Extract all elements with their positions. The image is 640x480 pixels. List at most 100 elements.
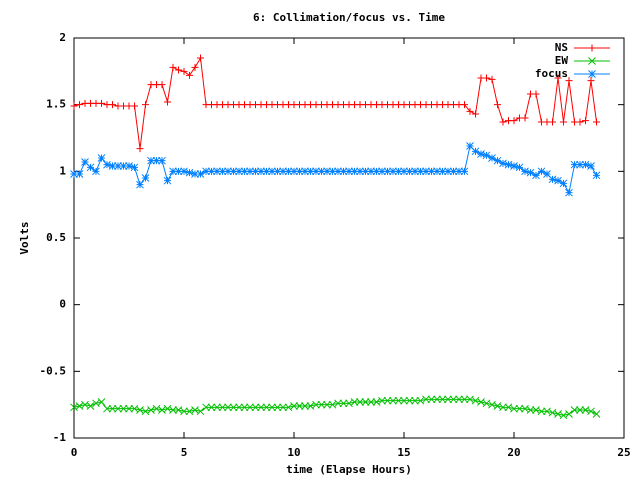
- data-point: [136, 145, 144, 153]
- data-point: [86, 402, 95, 410]
- data-point: [158, 156, 166, 165]
- data-point: [576, 118, 584, 126]
- data-point: [196, 170, 205, 178]
- data-point: [460, 167, 469, 176]
- y-tick-label: -0.5: [40, 364, 67, 377]
- data-point: [152, 156, 161, 165]
- data-point: [70, 102, 78, 110]
- data-point: [246, 403, 254, 412]
- data-point: [560, 118, 567, 126]
- data-point: [284, 167, 293, 176]
- data-point: [98, 99, 105, 107]
- data-point: [207, 403, 216, 412]
- data-point: [301, 402, 309, 410]
- data-point: [119, 162, 128, 170]
- data-point: [400, 167, 408, 176]
- data-point: [218, 167, 227, 176]
- data-point: [92, 167, 100, 176]
- data-point: [350, 398, 359, 406]
- data-point: [152, 404, 161, 413]
- x-axis-label: time (Elapse Hours): [286, 463, 412, 476]
- data-point: [290, 402, 298, 410]
- data-point: [169, 406, 177, 414]
- x-tick-label: 20: [507, 446, 520, 459]
- data-point: [180, 407, 188, 416]
- data-point: [592, 410, 601, 418]
- data-point: [262, 403, 271, 412]
- data-point: [142, 101, 149, 109]
- x-tick-label: 0: [71, 446, 78, 459]
- data-point: [367, 398, 375, 406]
- x-tick-label: 25: [617, 446, 630, 459]
- data-point: [235, 167, 243, 176]
- y-tick-label: 0.5: [46, 231, 66, 244]
- data-point: [312, 400, 320, 409]
- data-point: [202, 167, 210, 176]
- data-point: [169, 63, 177, 71]
- data-point: [559, 411, 568, 420]
- data-point: [510, 117, 518, 125]
- data-point: [103, 160, 111, 169]
- data-point: [240, 403, 249, 412]
- data-point: [493, 402, 502, 410]
- data-point: [141, 174, 150, 182]
- data-point: [461, 101, 468, 109]
- data-point: [576, 406, 584, 414]
- y-tick-label: -1: [53, 431, 67, 444]
- data-point: [109, 101, 116, 109]
- legend-marker: [588, 57, 596, 65]
- data-point: [295, 167, 304, 176]
- data-point: [97, 398, 106, 406]
- data-point: [526, 406, 535, 414]
- data-point: [174, 167, 183, 176]
- data-point: [559, 179, 568, 188]
- data-point: [477, 398, 485, 406]
- data-point: [427, 395, 436, 404]
- data-point: [565, 77, 573, 85]
- data-point: [532, 171, 540, 180]
- data-point: [570, 160, 579, 169]
- data-point: [422, 167, 430, 176]
- data-point: [334, 167, 342, 176]
- data-point: [488, 400, 496, 409]
- data-point: [180, 167, 188, 176]
- data-point: [257, 403, 265, 412]
- data-point: [229, 403, 238, 412]
- data-point: [169, 167, 177, 176]
- data-point: [576, 160, 584, 169]
- data-point: [136, 406, 144, 414]
- data-point: [526, 168, 535, 177]
- data-point: [455, 395, 463, 404]
- data-point: [593, 118, 600, 126]
- data-point: [158, 406, 166, 414]
- data-point: [587, 162, 595, 170]
- data-point: [323, 167, 331, 176]
- data-point: [537, 167, 546, 176]
- data-point: [114, 162, 122, 170]
- data-point: [449, 167, 458, 176]
- y-tick-label: 1: [59, 164, 66, 177]
- data-point: [125, 162, 133, 170]
- data-point: [554, 176, 562, 185]
- data-point: [383, 167, 392, 176]
- data-point: [361, 167, 370, 176]
- data-point: [548, 175, 557, 184]
- data-point: [196, 407, 205, 416]
- data-point: [191, 170, 199, 178]
- data-point: [472, 110, 479, 118]
- data-point: [268, 167, 276, 176]
- data-point: [460, 395, 469, 404]
- data-point: [416, 167, 425, 176]
- data-point: [279, 167, 287, 176]
- data-point: [394, 396, 403, 405]
- data-point: [400, 396, 408, 405]
- data-point: [191, 406, 199, 414]
- data-point: [411, 167, 419, 176]
- legend-label: NS: [555, 41, 568, 54]
- data-point: [81, 158, 89, 166]
- data-point: [136, 180, 144, 189]
- data-point: [147, 156, 155, 165]
- data-point: [273, 403, 282, 412]
- data-point: [273, 167, 282, 176]
